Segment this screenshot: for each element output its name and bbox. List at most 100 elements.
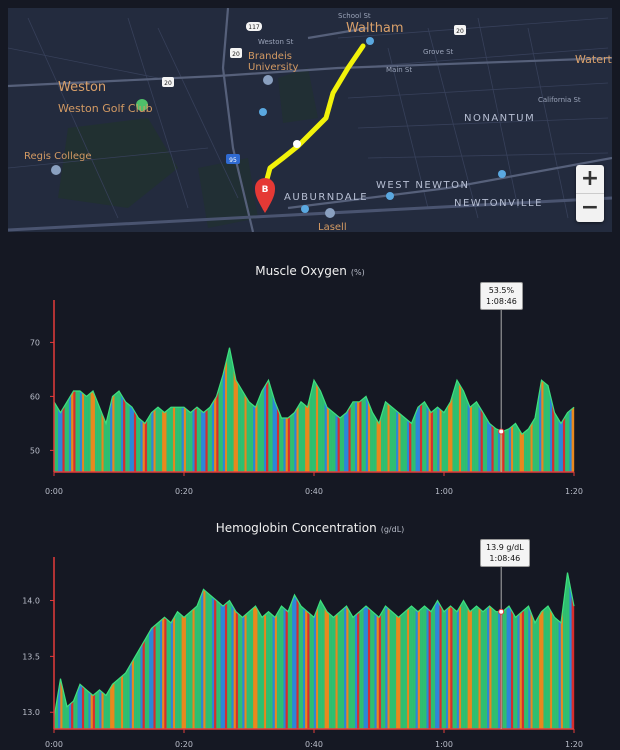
area-segment [250,403,254,473]
area-segment [422,605,425,730]
area-segment [346,408,349,473]
area-segment [549,394,553,473]
area-segment [244,613,248,730]
area-segment [389,404,393,473]
area-segment [487,419,490,473]
area-segment [435,599,438,730]
area-segment [155,622,159,730]
area-segment [415,407,419,473]
area-segment [484,607,488,730]
area-segment [272,614,276,730]
street-label: California St [538,96,581,104]
area-segment [287,606,291,730]
area-segment [224,356,228,473]
area-segment [552,403,555,473]
route-map[interactable]: B 117 20 20 20 95 Waltham Weston Weston … [8,8,612,232]
muscle-oxygen-chart[interactable]: 70 60 50 0:00 0:20 0:40 1:00 1:20 [0,280,620,500]
golf-icon [136,99,148,111]
zoom-out-button[interactable]: − [580,195,600,220]
area-segment [519,429,523,473]
area-segment [272,394,276,473]
area-segment [380,408,384,473]
area-segment [237,383,241,473]
series-line [53,347,575,436]
area-segment [454,609,458,730]
area-segment [133,653,137,730]
area-segment [84,687,87,730]
area-segment [402,611,406,730]
area-segment [255,605,258,730]
area-segment [138,646,141,730]
x-tick-label: 0:20 [175,487,193,496]
area-segment [502,609,505,730]
area-segment [350,612,354,730]
zoom-in-button[interactable]: + [580,166,600,191]
hemoglobin-chart[interactable]: 14.0 13.5 13.0 0:00 0:20 0:40 1:00 1:20 [0,537,620,750]
area-segment [120,674,124,730]
area-segment [374,613,378,730]
area-segment [287,415,291,473]
x-tick-label: 1:00 [435,487,453,496]
area-segment [289,600,293,730]
area-segment [491,424,495,473]
area-segment [497,429,501,473]
area-segment [534,618,538,730]
area-segment [396,614,399,730]
area-segment [300,605,304,730]
area-segment [348,404,352,473]
area-segment [79,683,83,730]
area-segment [478,404,482,473]
area-segment [482,609,486,730]
area-segment [562,415,566,473]
area-segment [474,401,477,473]
area-segment [333,614,336,730]
route-shield: 20 [164,80,172,87]
area-segment [439,408,443,473]
area-segment [211,399,215,473]
area-segment [474,605,477,730]
area-segment [218,601,222,730]
area-segment [521,609,525,730]
area-segment [554,616,557,730]
area-segment [129,404,133,473]
area-segment [168,406,172,473]
area-segment [292,594,295,730]
area-segment [513,422,516,473]
area-segment [311,614,315,730]
area-segment [383,401,386,473]
area-segment [526,428,529,473]
route-line [262,43,366,211]
area-segment [62,404,66,473]
area-segment [118,390,122,473]
area-segment [539,610,542,730]
area-segment [463,390,466,473]
area-segment [428,609,432,730]
area-segment [224,601,228,730]
area-segment [274,612,278,730]
tooltip-time: 1:08:46 [489,554,521,563]
area-segment [120,393,124,473]
crosshair-point [498,428,505,435]
area-segment [361,607,365,730]
area-segment [365,396,369,473]
area-segment [55,404,59,473]
area-segment [528,424,531,473]
area-segment [432,603,436,730]
area-segment [90,390,94,473]
area-segment [73,390,76,473]
area-segment [153,624,157,730]
area-segment [71,390,74,473]
area-segment [179,406,183,473]
area-segment [326,611,330,730]
area-segment [467,401,471,473]
map-marker-b[interactable]: B [255,178,275,213]
area-segment [196,600,200,730]
area-segment [86,689,89,730]
area-segment [560,606,564,730]
area-segment [266,611,269,730]
street-label: School St [338,12,371,20]
area-segment [354,401,358,473]
area-segment [268,611,271,730]
area-segment [198,594,202,730]
map-canvas[interactable]: B 117 20 20 20 95 [8,8,612,232]
